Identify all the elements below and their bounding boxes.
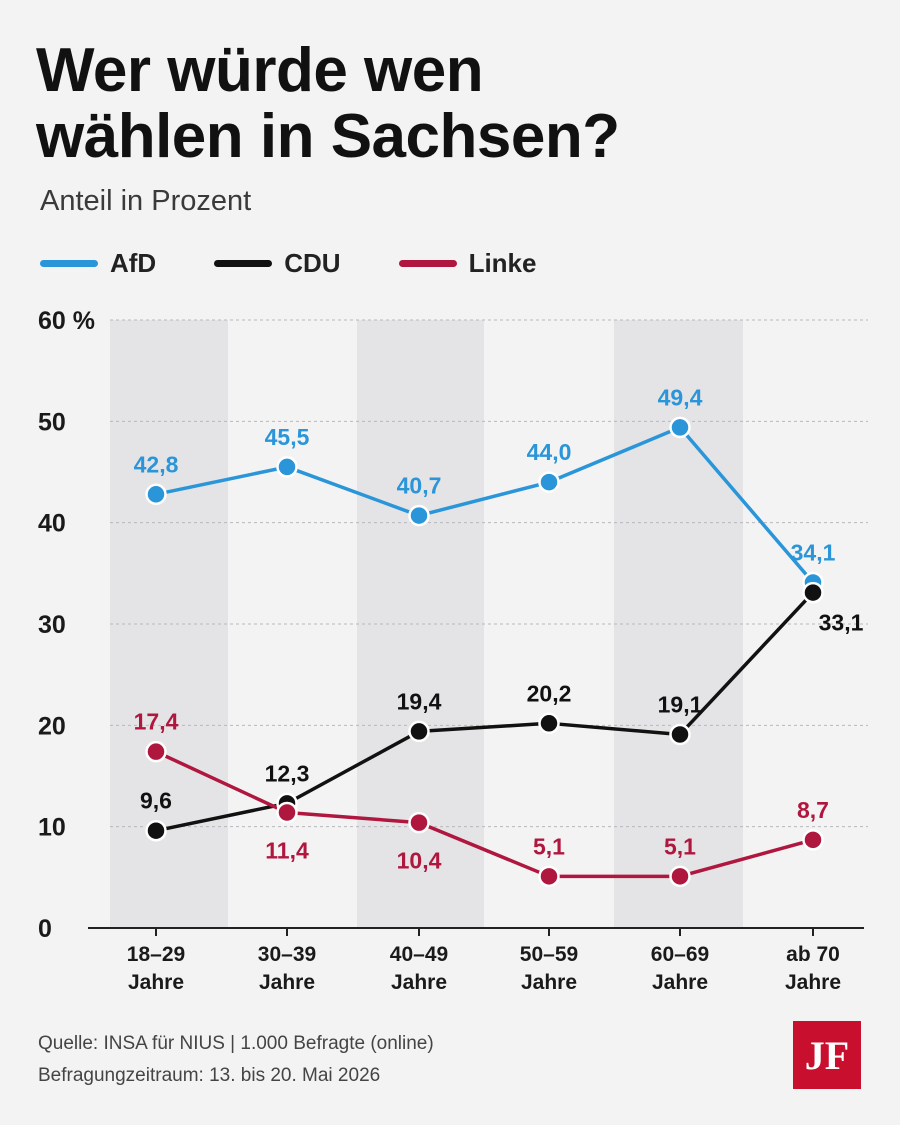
data-point-cdu bbox=[145, 819, 167, 842]
data-label-linke: 5,1 bbox=[533, 833, 565, 859]
data-label-linke: 8,7 bbox=[797, 797, 829, 823]
data-label-cdu: 20,2 bbox=[527, 680, 572, 706]
legend-label-linke: Linke bbox=[468, 247, 537, 278]
data-point-afd bbox=[276, 456, 298, 478]
data-label-afd: 40,7 bbox=[397, 473, 442, 499]
column-band bbox=[110, 320, 228, 928]
source-line-2: Befragungzeitraum: 13. bis 20. Mai 2026 bbox=[38, 1065, 381, 1086]
title-line-2: wählen in Sachsen? bbox=[36, 102, 620, 171]
data-point-linke bbox=[802, 829, 824, 851]
data-point-afd bbox=[669, 416, 691, 439]
data-label-afd: 45,5 bbox=[265, 424, 310, 450]
data-label-cdu: 9,6 bbox=[140, 788, 172, 814]
x-tick-label: 40–49 bbox=[390, 943, 448, 966]
x-tick-label: Jahre bbox=[391, 971, 447, 994]
y-tick-label: 20 bbox=[38, 712, 66, 740]
x-tick-label: Jahre bbox=[521, 971, 577, 994]
legend-item-linke: Linke bbox=[398, 247, 537, 279]
y-tick-label: 10 bbox=[38, 814, 66, 842]
legend-label-afd: AfD bbox=[110, 247, 157, 278]
data-label-afd: 44,0 bbox=[527, 439, 572, 465]
y-tick-label: 30 bbox=[38, 611, 66, 639]
legend-label-cdu: CDU bbox=[284, 247, 341, 278]
chart-title: Wer würde wen wählen in Sachsen? bbox=[36, 38, 856, 170]
x-tick-label: Jahre bbox=[128, 971, 184, 994]
source-note: Quelle: INSA für NIUS | 1.000 Befragte (… bbox=[38, 1028, 434, 1092]
data-point-cdu bbox=[538, 712, 560, 735]
legend-swatch-afd bbox=[40, 259, 98, 267]
y-tick-label: 0 bbox=[38, 915, 52, 943]
data-point-linke bbox=[669, 865, 691, 888]
source-line-1: Quelle: INSA für NIUS | 1.000 Befragte (… bbox=[38, 1033, 434, 1054]
x-tick-label: ab 70 bbox=[786, 943, 840, 966]
data-label-linke: 11,4 bbox=[265, 837, 309, 863]
line-chart: 60 % 50 40 30 20 10 0 18–29 Jahre 30–39 Jahre 40–49… bbox=[38, 307, 868, 994]
data-point-afd bbox=[408, 504, 430, 527]
data-label-cdu: 12,3 bbox=[265, 760, 310, 786]
y-tick-label: 50 bbox=[38, 408, 66, 436]
data-point-linke bbox=[538, 865, 560, 888]
data-label-cdu: 33,1 bbox=[819, 610, 864, 636]
series-line-linke bbox=[155, 750, 814, 879]
data-point-linke bbox=[408, 811, 430, 834]
legend-swatch-linke bbox=[398, 259, 457, 267]
title-line-1: Wer würde wen bbox=[36, 36, 484, 105]
x-tick-label: Jahre bbox=[259, 971, 315, 994]
data-point-linke bbox=[145, 740, 167, 763]
x-tick-label: 18–29 bbox=[127, 943, 185, 966]
legend-item-cdu: CDU bbox=[214, 247, 341, 279]
series-line-cdu bbox=[155, 591, 815, 833]
data-label-cdu: 19,1 bbox=[658, 691, 703, 717]
chart-legend: AfD CDU Linke bbox=[40, 246, 594, 280]
data-point-cdu bbox=[802, 581, 824, 604]
data-point-cdu bbox=[669, 723, 691, 746]
series-line-afd bbox=[155, 425, 815, 584]
data-point-afd bbox=[145, 483, 167, 506]
data-point-linke bbox=[276, 801, 298, 824]
data-label-afd: 34,1 bbox=[791, 539, 836, 565]
data-label-afd: 42,8 bbox=[134, 451, 179, 477]
data-point-cdu bbox=[408, 720, 430, 743]
x-tick-label: 50–59 bbox=[520, 943, 578, 966]
data-label-afd: 49,4 bbox=[658, 384, 703, 410]
data-label-cdu: 19,4 bbox=[397, 688, 442, 714]
chart-subtitle: Anteil in Prozent bbox=[40, 185, 252, 217]
data-label-linke: 17,4 bbox=[134, 709, 179, 735]
x-tick-label: 60–69 bbox=[651, 943, 709, 966]
data-label-linke: 10,4 bbox=[397, 848, 442, 874]
x-tick-label: Jahre bbox=[785, 971, 841, 994]
data-point-afd bbox=[538, 471, 560, 493]
data-label-linke: 5,1 bbox=[664, 833, 696, 859]
x-tick-label: 30–39 bbox=[258, 943, 316, 966]
legend-item-afd: AfD bbox=[40, 248, 156, 279]
jf-logo: JF bbox=[793, 1021, 861, 1089]
x-tick-label: Jahre bbox=[652, 971, 708, 994]
y-tick-label: 60 % bbox=[38, 307, 95, 335]
y-tick-label: 40 bbox=[38, 510, 66, 538]
legend-swatch-cdu bbox=[214, 259, 273, 267]
